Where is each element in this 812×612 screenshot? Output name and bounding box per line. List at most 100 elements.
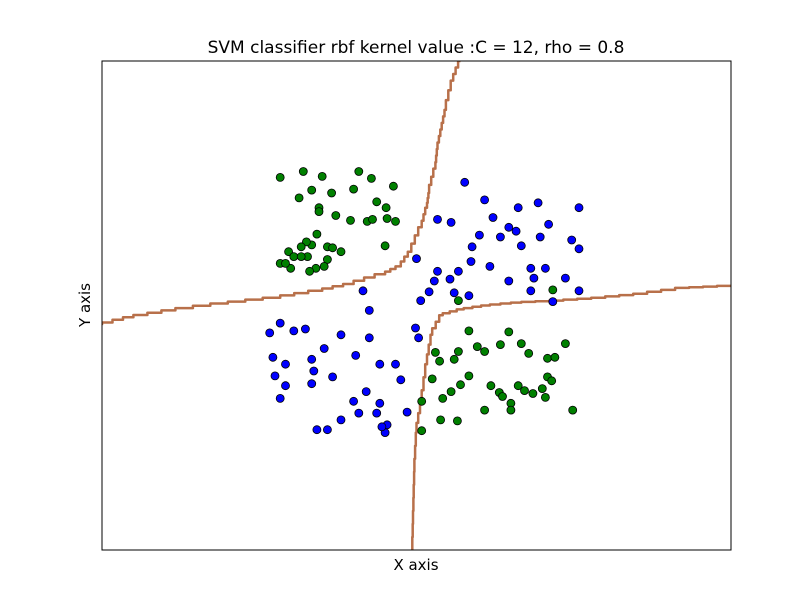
- scatter-points-layer: [265, 167, 584, 438]
- decision-boundary-layer: [102, 61, 731, 550]
- scatter-point-series-1-38: [411, 323, 420, 333]
- scatter-point-series-1-7: [504, 222, 514, 232]
- scatter-point-series-1-2: [480, 195, 490, 205]
- scatter-point-series-2-47: [435, 356, 445, 366]
- scatter-point-series-2-48: [449, 354, 459, 364]
- scatter-point-series-1-72: [396, 375, 406, 385]
- scatter-point-series-1-3: [513, 203, 523, 213]
- scatter-point-series-1-40: [364, 305, 374, 315]
- scatter-point-series-2-10: [327, 188, 337, 198]
- scatter-point-series-1-43: [289, 326, 299, 336]
- scatter-point-series-1-41: [275, 318, 285, 328]
- scatter-point-series-1-50: [270, 371, 280, 381]
- scatter-point-series-1-1: [460, 177, 470, 187]
- decision-boundary-line-2: [411, 284, 731, 550]
- scatter-point-series-1-48: [268, 352, 278, 362]
- scatter-point-series-2-4: [354, 167, 364, 176]
- scatter-point-series-2-38: [380, 241, 390, 251]
- scatter-point-series-2-14: [314, 207, 324, 217]
- scatter-point-series-2-71: [480, 405, 490, 415]
- scatter-point-series-1-63: [354, 408, 364, 418]
- scatter-point-series-2-73: [438, 393, 448, 403]
- scatter-point-series-1-60: [361, 387, 371, 397]
- scatter-point-series-1-32: [445, 274, 455, 284]
- scatter-point-series-2-44: [480, 347, 490, 356]
- scatter-point-series-2-65: [520, 386, 529, 396]
- scatter-point-series-2-21: [312, 229, 322, 239]
- scatter-point-series-2-67: [537, 384, 547, 394]
- scatter-point-series-2-55: [427, 374, 437, 384]
- scatter-point-series-1-37: [416, 296, 426, 306]
- scatter-point-series-1-69: [402, 407, 412, 417]
- scatter-point-series-1-20: [433, 266, 442, 276]
- scatter-point-series-2-63: [498, 392, 507, 401]
- scatter-point-series-2-3: [317, 171, 327, 181]
- scatter-point-series-1-11: [474, 230, 484, 240]
- scatter-point-series-1-64: [275, 393, 285, 403]
- scatter-point-series-2-43: [472, 342, 482, 352]
- scatter-point-series-2-7: [381, 203, 391, 213]
- scatter-point-series-2-18: [391, 216, 400, 226]
- scatter-point-series-1-10: [467, 242, 477, 252]
- scatter-point-series-1-36: [429, 276, 439, 286]
- plot-frame: [101, 60, 732, 551]
- scatter-point-series-2-24: [328, 243, 338, 253]
- scatter-point-series-1-4: [533, 198, 543, 208]
- scatter-point-series-1-15: [567, 235, 577, 245]
- scatter-point-series-1-44: [300, 324, 310, 334]
- scatter-point-series-1-25: [526, 263, 536, 273]
- scatter-point-series-2-78: [453, 296, 463, 306]
- scatter-point-series-2-59: [436, 415, 446, 425]
- scatter-point-series-1-67: [372, 408, 382, 418]
- scatter-point-series-2-42: [495, 340, 505, 350]
- scatter-point-series-2-75: [506, 405, 516, 415]
- scatter-point-series-1-42: [265, 328, 275, 338]
- scatter-point-series-2-39: [296, 252, 306, 262]
- scatter-point-series-1-55: [375, 359, 385, 369]
- scatter-point-series-2-57: [456, 380, 465, 390]
- scatter-point-series-1-21: [453, 266, 463, 276]
- scatter-point-series-1-46: [336, 330, 346, 340]
- scatter-point-series-1-23: [485, 261, 495, 271]
- scatter-point-series-2-41: [504, 327, 514, 337]
- scatter-point-series-2-50: [524, 348, 534, 358]
- scatter-point-series-2-72: [446, 387, 456, 397]
- scatter-point-series-2-69: [541, 392, 550, 402]
- scatter-point-series-1-26: [529, 273, 539, 283]
- scatter-point-series-1-16: [574, 244, 584, 254]
- scatter-point-series-1-6: [488, 213, 498, 222]
- scatter-point-series-2-52: [561, 339, 570, 349]
- scatter-point-series-1-58: [307, 379, 317, 389]
- scatter-point-series-1-54: [351, 350, 361, 360]
- scatter-point-series-2-74: [568, 405, 578, 415]
- chart-title: SVM classifier rbf kernel value :C = 12,…: [208, 38, 625, 58]
- scatter-point-series-1-49: [281, 359, 290, 369]
- scatter-point-series-2-68: [547, 376, 557, 386]
- scatter-point-series-1-14: [535, 232, 545, 242]
- scatter-point-series-1-35: [424, 287, 434, 297]
- scatter-point-series-2-20: [382, 214, 392, 223]
- scatter-point-series-1-52: [309, 366, 319, 376]
- scatter-point-series-2-5: [366, 173, 376, 183]
- scatter-point-series-2-37: [281, 258, 290, 268]
- scatter-point-series-1-29: [574, 286, 584, 296]
- scatter-point-series-2-8: [372, 197, 382, 207]
- scatter-point-series-1-47: [364, 333, 374, 343]
- scatter-point-series-2-6: [388, 181, 398, 191]
- scatter-point-series-2-45: [453, 347, 463, 356]
- scatter-point-series-2-51: [543, 353, 552, 363]
- scatter-point-series-2-2: [298, 167, 308, 176]
- scatter-point-series-1-30: [526, 286, 536, 296]
- scatter-point-series-2-40: [464, 326, 474, 336]
- scatter-point-series-1-51: [307, 354, 317, 364]
- scatter-point-series-1-24: [504, 276, 514, 286]
- scatter-point-series-2-31: [336, 247, 346, 257]
- scatter-point-series-2-29: [289, 252, 299, 262]
- decision-boundary-line-1: [102, 61, 461, 326]
- scatter-point-series-2-64: [513, 381, 523, 391]
- scatter-point-series-1-22: [466, 257, 476, 266]
- scatter-point-series-2-35: [305, 266, 315, 276]
- scatter-point-series-2-58: [417, 396, 427, 406]
- scatter-point-series-1-61: [375, 398, 385, 408]
